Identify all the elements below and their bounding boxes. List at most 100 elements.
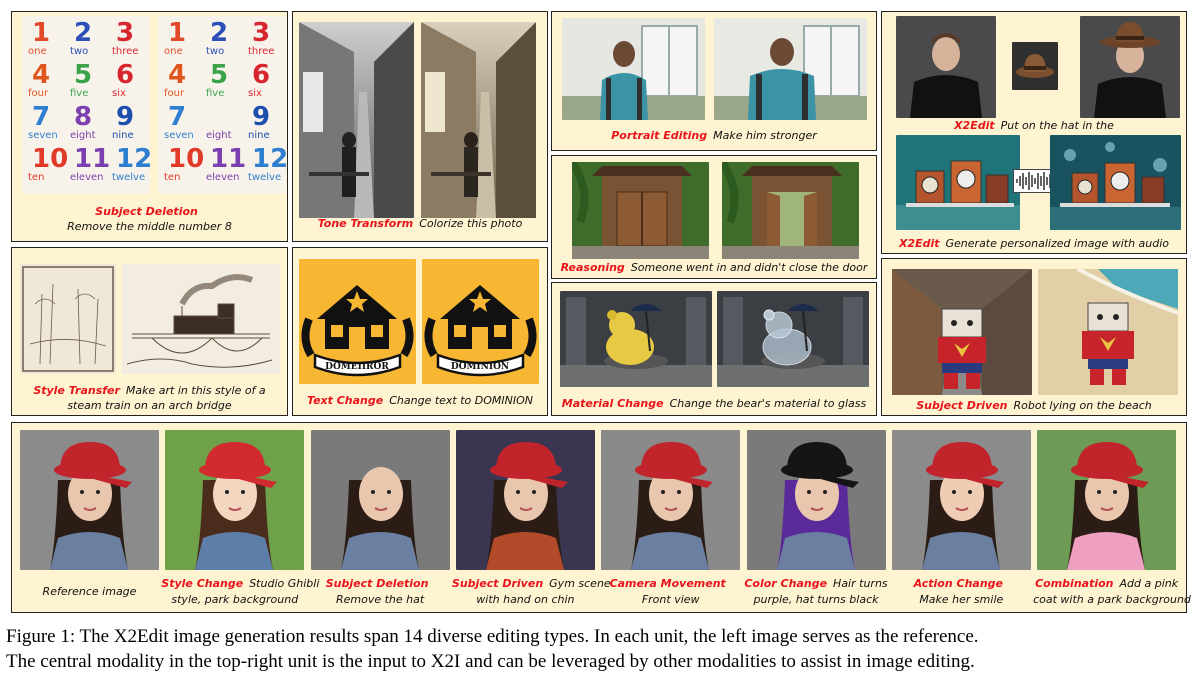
portrait-caption: Subject Deletion: [307, 576, 454, 591]
poster-number: 7: [168, 102, 187, 132]
caption-text: Someone went in and didn't close the doo…: [630, 261, 868, 274]
tag-label: Style Change: [161, 577, 244, 590]
caption-text: Make art in this style of a: [125, 384, 266, 397]
poster-number: 12: [252, 144, 286, 174]
poster-word: five: [70, 88, 89, 99]
portrait-caption: Camera Movement: [597, 576, 744, 591]
tag-label: Tone Transform: [317, 217, 414, 230]
caption-portrait-editing: Portrait Editing Make him stronger: [552, 128, 876, 143]
tag-label: Material Change: [561, 397, 664, 410]
caption-x2edit-audio: X2Edit Generate personalized image with a…: [882, 236, 1186, 251]
panel-x2edit: X2Edit Put on the hat in the: [881, 11, 1187, 254]
poster-number: 10: [168, 144, 205, 174]
caption-tone-transform: Tone Transform Colorize this photo: [293, 216, 547, 231]
caption-text: Reference image: [42, 585, 137, 598]
caption-subject-deletion-text: Remove the middle number 8: [12, 219, 287, 234]
portrait-caption-line2: coat with a park background: [1033, 593, 1191, 606]
poster-word: two: [206, 46, 225, 57]
poster-word: eight: [70, 130, 96, 141]
tag-label: X2Edit: [898, 237, 940, 250]
portrait-caption: Style Change Studio Ghibli: [161, 576, 319, 591]
poster-word: two: [70, 46, 89, 57]
poster-number: 7: [32, 102, 51, 132]
poster-number: 5: [74, 60, 93, 90]
poster-word: eleven: [70, 172, 104, 183]
logo-after: DOMINION: [422, 259, 539, 384]
poster-number: 2: [210, 18, 229, 48]
poster-number: 5: [210, 60, 229, 90]
panel-subject-driven: Subject Driven Robot lying on the beach: [881, 258, 1187, 416]
caption-text: Put on the hat in the: [1000, 119, 1114, 132]
poster-word: four: [164, 88, 185, 99]
caption-subject-deletion: Subject Deletion: [12, 204, 287, 219]
poster-word: twelve: [112, 172, 146, 183]
poster-number: 1: [32, 18, 51, 48]
poster-word: five: [206, 88, 225, 99]
tag-label: Style Transfer: [33, 384, 120, 397]
portrait-variant: [1037, 430, 1177, 570]
caption-material-change: Material Change Change the bear's materia…: [552, 396, 876, 411]
tag-label: Reasoning: [560, 261, 625, 274]
tag-label: X2Edit: [954, 119, 995, 132]
tag-label: Color Change: [744, 577, 828, 590]
caption-text: Hair turns: [833, 577, 888, 590]
poster-number: 2: [74, 18, 93, 48]
caption-text-change: Text Change Change text to DOMINION: [293, 393, 547, 408]
portrait-variant: [20, 430, 159, 570]
poster-word: six: [112, 88, 126, 99]
tag-label: Subject Driven: [916, 399, 1008, 412]
tag-label: Subject Driven: [451, 577, 544, 590]
portrait-caption: Reference image: [16, 584, 163, 599]
portrait-caption-line2: purple, hat turns black: [753, 593, 879, 606]
caption-text: Make him stronger: [713, 129, 817, 142]
robot-beach: [1038, 269, 1178, 395]
tag-label: Subject Deletion: [95, 205, 198, 218]
robot-street: [892, 269, 1032, 395]
panel-portrait-editing: Portrait Editing Make him stronger: [551, 11, 877, 151]
door-open: [722, 162, 859, 259]
panel-tone-transform: Tone Transform Colorize this photo: [292, 11, 548, 242]
sketch-train-bridge: [122, 264, 280, 374]
figure-caption-line1: Figure 1: The X2Edit image generation re…: [6, 626, 979, 647]
number-poster-after: 1 one 2 two 3 three 4 four 5 five 6 six 7 seven eight 9…: [158, 16, 286, 194]
portrait-variant: [601, 430, 741, 570]
poster-number: 6: [116, 60, 135, 90]
caption-style-transfer-line2: steam train on an arch bridge: [12, 398, 287, 413]
man-reference: [896, 16, 996, 118]
poster-word: eight: [206, 130, 232, 141]
hat-reference: [1012, 42, 1058, 90]
portrait-caption: Combination Add a pink: [1033, 576, 1180, 591]
sketch-reference: [20, 264, 116, 374]
street-photo-bw: [299, 22, 414, 218]
street-photo-color: [421, 22, 536, 218]
panel-style-transfer: Style Transfer Make art in this style of …: [11, 247, 288, 416]
panel-material-change: Material Change Change the bear's materia…: [551, 282, 877, 416]
poster-word: ten: [164, 172, 181, 183]
poster-number: 11: [210, 144, 247, 174]
portrait-after: [714, 18, 867, 120]
poster-number: 3: [252, 18, 271, 48]
poster-number: 4: [168, 60, 187, 90]
figure-caption-line2: The central modality in the top-right un…: [6, 651, 975, 672]
caption-text: Change text to DOMINION: [389, 394, 533, 407]
poster-number: 11: [74, 144, 111, 174]
portrait-variant: [310, 430, 450, 570]
caption-text: Change the bear's material to glass: [669, 397, 867, 410]
tag-label: Action Change: [913, 577, 1004, 590]
tag-label: Combination: [1035, 577, 1114, 590]
portrait-variant: [165, 430, 305, 570]
caption-text: Gym scene: [549, 577, 611, 590]
number-poster-before: 1 one 2 two 3 three 4 four 5 five 6 six 7 seven 8 eight…: [22, 16, 150, 194]
caption-text: Remove the middle number 8: [67, 220, 232, 233]
poster-number: 6: [252, 60, 271, 90]
portrait-caption: Color Change Hair turns: [743, 576, 890, 591]
poster-word: one: [28, 46, 47, 57]
poster-word: twelve: [248, 172, 282, 183]
portrait-caption: Action Change: [888, 576, 1035, 591]
door-closed: [572, 162, 709, 259]
poster-number: 9: [116, 102, 135, 132]
caption-reasoning: Reasoning Someone went in and didn't clos…: [552, 260, 876, 275]
poster-word: three: [248, 46, 275, 57]
caption-text: Colorize this photo: [419, 217, 523, 230]
logo-text-before: DOMEIIROR: [325, 362, 389, 372]
